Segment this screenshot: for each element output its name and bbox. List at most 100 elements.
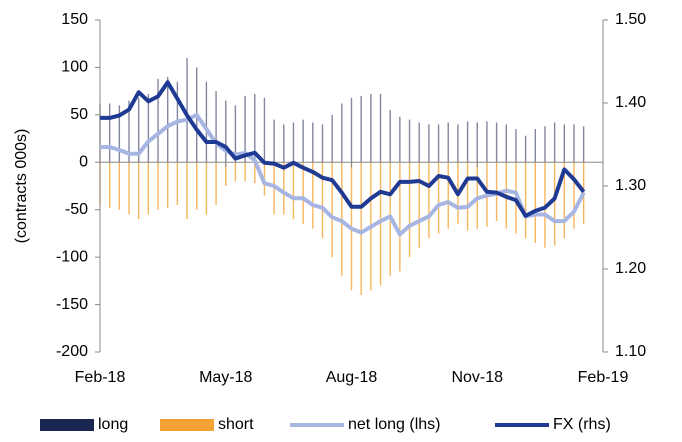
y-tick-label: 0 [79,154,88,171]
bar [515,129,517,163]
bar [524,162,527,239]
bar [225,162,227,186]
legend-label: FX (rhs) [553,416,611,433]
bar [118,162,121,210]
bar [457,124,459,163]
bar [418,122,420,163]
bar [534,162,536,243]
bar [399,116,401,163]
line [100,112,586,237]
bar [283,162,285,215]
bar [273,119,275,163]
legend-label: net long (lhs) [348,416,441,433]
x-tick-label: Aug-18 [326,369,378,386]
bar [263,97,266,163]
bar [128,100,130,163]
bar [196,162,198,210]
bar [399,162,401,272]
bar [215,91,217,163]
bar [360,95,362,163]
bar [331,114,333,163]
bar [466,162,469,231]
bar [534,129,536,163]
bar [524,135,527,163]
y2-tick-label: 1.10 [615,343,646,360]
y-tick-label: -100 [56,248,88,265]
bar [157,78,159,163]
x-tick-label: Feb-18 [75,369,126,386]
legend-swatch [40,419,94,431]
bar [244,95,246,163]
bar [147,162,150,215]
bar [321,162,324,239]
y-tick-label: -50 [65,201,88,218]
bar [157,162,159,210]
bar [215,162,217,205]
bar [244,162,246,182]
bar [563,124,566,163]
bar [408,119,411,163]
bar [147,93,150,163]
y-tick-label: 100 [61,59,88,76]
bar [370,93,372,163]
bar [476,162,478,229]
bar [176,162,179,205]
legend-label: short [218,416,254,433]
bar [379,162,382,286]
bar [466,121,469,163]
bar [302,119,304,163]
bar [437,162,440,234]
bar [302,162,304,224]
bar [186,57,188,163]
bar [389,110,391,163]
bar [341,103,343,163]
bar [437,124,440,163]
bar [447,122,449,163]
bar [476,122,478,163]
line [100,80,586,218]
bar [137,97,140,163]
bar [137,162,140,220]
bar [108,103,111,163]
y2-tick-label: 1.20 [615,260,646,277]
bar [167,76,169,163]
bar [283,124,285,163]
bar [331,162,333,258]
bar [553,162,556,246]
bar [418,162,420,248]
y-axis-label: (contracts 000s) [13,129,30,244]
bar [321,124,324,163]
bar [292,122,295,163]
y-tick-label: -150 [56,296,88,313]
bar [563,162,566,239]
bar [573,124,575,163]
y-tick-label: -200 [56,343,88,360]
bar [408,162,411,258]
bar [350,97,353,163]
y2-tick-label: 1.30 [615,177,646,194]
bar [495,122,498,163]
bar [186,162,188,220]
bar [234,162,237,182]
bar [234,105,237,163]
bar [544,126,546,163]
x-tick-label: Feb-19 [578,369,629,386]
x-tick-label: Nov-18 [451,369,503,386]
bar [225,100,227,163]
bar [553,122,556,163]
y-tick-label: 150 [61,11,88,28]
bar [379,93,382,163]
bar [360,162,362,296]
bar [486,121,488,163]
bar [292,162,295,220]
x-tick-label: May-18 [199,369,252,386]
bar [505,124,507,163]
y2-tick-label: 1.40 [615,94,646,111]
bar [312,122,314,163]
y2-tick-label: 1.50 [615,11,646,28]
bar [167,162,169,208]
bar [428,162,430,239]
bar [428,124,430,163]
